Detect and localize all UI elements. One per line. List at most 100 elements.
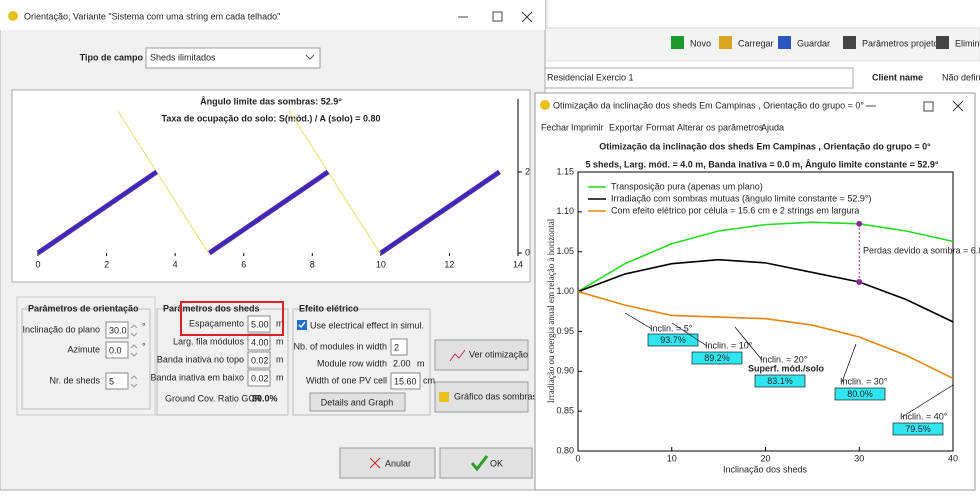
y-tick-label: 1.00 <box>556 286 574 296</box>
x-tick-label: 30 <box>854 453 864 463</box>
toolbar-button[interactable]: Parâmetros projeto <box>862 38 939 48</box>
cancel-button[interactable] <box>339 447 436 479</box>
toolbar <box>544 27 980 62</box>
series-line <box>577 221 954 293</box>
menu-item[interactable]: Imprimir <box>571 122 604 132</box>
x-tick-label: 12 <box>444 259 454 269</box>
shed-param-input: 5.00 <box>251 319 269 329</box>
right-window-title: Otimização da inclinação dos sheds Em Ca… <box>553 100 864 110</box>
x-tick-label: 14 <box>513 259 523 269</box>
ratio-label: 79.5% <box>905 424 931 434</box>
ratio-box <box>754 374 806 388</box>
sheds-input-box[interactable] <box>105 372 129 390</box>
ratio-box <box>892 422 944 436</box>
window-icon <box>540 100 550 110</box>
menu-item[interactable]: Format <box>646 122 675 132</box>
toolbar-button[interactable]: Novo <box>690 38 711 48</box>
ok-button-label[interactable]: OK <box>490 458 503 468</box>
shed-param-input: 0.02 <box>251 355 269 365</box>
shed-param-label: Espaçamento <box>189 318 244 328</box>
modules-input-box[interactable] <box>390 338 408 356</box>
optimize-button-label[interactable]: Ver otimização <box>469 349 528 359</box>
toolbar-icon[interactable] <box>936 36 949 49</box>
optimize-icon <box>449 349 466 362</box>
shed-param-input-box[interactable] <box>247 369 271 387</box>
field-type-select[interactable] <box>145 47 321 69</box>
menu-item[interactable]: Exportar <box>609 122 643 132</box>
menu-item[interactable]: Alterar os parâmetros <box>677 122 764 132</box>
x-tick-label: 10 <box>667 453 677 463</box>
tilt-input-box[interactable] <box>105 321 129 339</box>
toolbar-icon[interactable] <box>719 36 732 49</box>
diagram-title: Ângulo limite das sombras: 52.9° <box>200 95 342 106</box>
tilt-label: Inclin. = 5° <box>650 323 693 333</box>
close-icon <box>369 457 381 469</box>
ok-button[interactable] <box>439 447 533 479</box>
row-width-label: Module row width <box>317 358 387 368</box>
shed-param-unit: m <box>276 354 284 364</box>
ratio-label: 89.2% <box>704 353 730 363</box>
cell-input-box[interactable] <box>390 372 421 390</box>
y-tick-label: 0.85 <box>556 406 574 416</box>
tilt-label: Inclin. = 10° <box>705 340 753 350</box>
sheds-group <box>156 308 289 416</box>
azimuth-unit: ° <box>142 341 146 351</box>
details-button-label: Details and Graph <box>321 397 394 407</box>
shed-param-label: Banda inativa em baixo <box>150 372 244 382</box>
shed-param-unit: m <box>276 336 284 346</box>
azimuth-input: 0.0 <box>109 345 122 355</box>
x-tick-label: 8 <box>310 259 315 269</box>
shed-param-input-box[interactable] <box>247 351 271 369</box>
toolbar-icon[interactable] <box>778 36 791 49</box>
x-tick-label: 20 <box>760 453 770 463</box>
modules-label: Nb. of modules in width <box>293 341 387 351</box>
y-tick-label: 0.95 <box>556 326 574 336</box>
left-window-title: Orientação, Variante "Sistema com uma st… <box>24 11 280 21</box>
y-tick-label: 0.90 <box>556 366 574 376</box>
project-name: Residencial Exercio 1 <box>547 72 634 82</box>
row-width-value: 2.00 <box>393 358 411 368</box>
tilt-label: Inclin. = 20° <box>760 354 808 364</box>
y-tick-label: 2 <box>525 166 530 176</box>
diagram-panel <box>11 89 531 283</box>
cell-unit: cm <box>423 375 435 385</box>
tilt-label: Inclin. = 40° <box>900 411 948 421</box>
shadows-button[interactable] <box>434 381 529 413</box>
spinner[interactable] <box>130 344 138 357</box>
y-axis-label: Irradiação ou energia anual em relação à… <box>546 218 556 403</box>
annotation-arrow <box>841 343 857 383</box>
cancel-button-label[interactable]: Anular <box>385 458 411 468</box>
spinner[interactable] <box>130 324 138 337</box>
azimuth-input-box[interactable] <box>105 341 129 359</box>
chart-title: Otimização da inclinação dos sheds Em Ca… <box>599 141 931 151</box>
ratio-label: 83.1% <box>767 376 793 386</box>
highlight-box <box>180 301 284 336</box>
check-mark <box>298 321 306 329</box>
toolbar-button[interactable]: Elimina <box>955 38 980 48</box>
ratio-box <box>691 351 743 365</box>
field-type-label: Tipo de campo <box>80 52 144 62</box>
select-chevron <box>305 54 315 60</box>
toolbar-button[interactable]: Guardar <box>797 38 830 48</box>
shadows-button-label[interactable]: Gráfico das sombras <box>454 391 538 401</box>
client-label: Client name <box>872 72 923 82</box>
shadows-icon <box>439 392 449 402</box>
toolbar-icon[interactable] <box>843 36 856 49</box>
y-tick-label: 0.80 <box>556 445 574 455</box>
x-tick-label: 0 <box>575 453 580 463</box>
x-axis-label: Inclinação dos sheds <box>723 464 808 474</box>
optimize-button[interactable] <box>434 339 529 371</box>
sheds-group-title: Parâmetros dos sheds <box>163 303 260 313</box>
shed-param-input-box[interactable] <box>247 315 271 333</box>
menu-item[interactable]: Fechar <box>541 122 569 132</box>
toolbar-icon[interactable] <box>671 36 684 49</box>
x-tick-label: 10 <box>376 259 386 269</box>
orientation-group <box>21 308 151 410</box>
spinner[interactable] <box>130 375 138 388</box>
y-tick-label: 1.05 <box>556 246 574 256</box>
toolbar-button[interactable]: Carregar <box>738 38 774 48</box>
series-line <box>577 290 954 380</box>
details-button[interactable] <box>309 392 406 412</box>
orientation-frame <box>16 296 156 416</box>
menu-item[interactable]: Ajuda <box>761 122 784 132</box>
